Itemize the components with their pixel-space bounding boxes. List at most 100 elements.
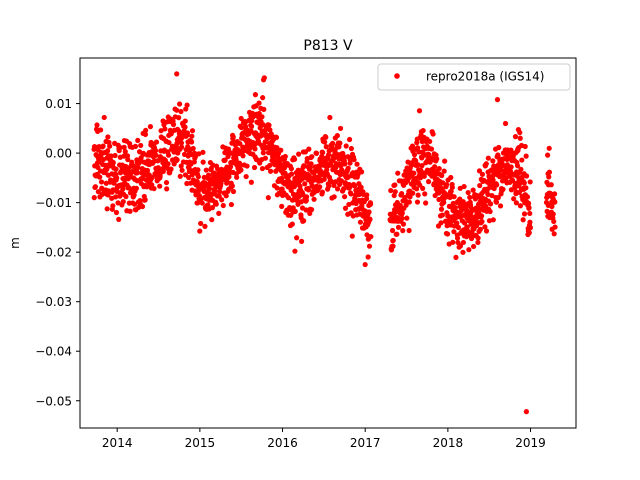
- data-point: [92, 184, 99, 190]
- data-point: [485, 155, 491, 161]
- data-point: [552, 199, 558, 205]
- data-point: [165, 152, 172, 158]
- data-point: [441, 199, 447, 206]
- data-point: [423, 200, 429, 206]
- data-point: [303, 207, 309, 213]
- data-point: [490, 177, 496, 183]
- data-point: [178, 140, 185, 146]
- data-point: [470, 187, 476, 193]
- data-point: [289, 171, 295, 177]
- data-point: [518, 166, 524, 172]
- data-point: [319, 189, 326, 195]
- data-point: [142, 197, 148, 203]
- data-point: [251, 164, 258, 171]
- data-point: [461, 220, 468, 226]
- data-point: [390, 237, 396, 244]
- data-point: [147, 124, 154, 130]
- data-point: [153, 139, 160, 145]
- data-point: [194, 178, 200, 185]
- data-point: [222, 157, 228, 163]
- data-point: [179, 144, 185, 150]
- data-point: [552, 224, 558, 230]
- data-point: [546, 145, 552, 151]
- data-point: [110, 159, 116, 166]
- data-point: [465, 189, 471, 196]
- data-point: [142, 131, 149, 138]
- data-point: [476, 168, 483, 174]
- data-point: [367, 216, 373, 222]
- data-point: [291, 156, 298, 162]
- data-point: [527, 179, 533, 185]
- data-point: [461, 183, 467, 190]
- data-point: [121, 144, 127, 150]
- data-point: [517, 129, 523, 136]
- data-point: [487, 208, 493, 215]
- data-point: [198, 220, 204, 227]
- data-point: [317, 184, 323, 190]
- data-point: [131, 201, 138, 207]
- data-point: [301, 163, 307, 169]
- data-point: [249, 118, 255, 124]
- data-point: [157, 173, 163, 179]
- data-point: [527, 219, 533, 225]
- data-point: [500, 186, 506, 192]
- data-point: [178, 108, 184, 115]
- x-tick-label: 2016: [267, 436, 298, 450]
- data-point: [256, 100, 262, 106]
- data-point: [434, 156, 440, 162]
- data-point: [471, 243, 477, 250]
- y-tick-label: −0.04: [35, 345, 72, 359]
- data-point: [218, 180, 224, 186]
- data-point: [418, 167, 424, 174]
- data-point: [466, 247, 472, 253]
- data-point: [101, 114, 107, 121]
- data-point: [302, 181, 308, 187]
- data-point: [288, 166, 295, 172]
- data-point: [467, 194, 473, 200]
- data-point: [513, 200, 519, 206]
- data-point: [238, 167, 244, 173]
- data-point: [485, 191, 491, 197]
- data-point: [112, 194, 119, 200]
- x-tick-label: 2018: [433, 436, 464, 450]
- data-point: [184, 130, 191, 136]
- data-point: [407, 194, 413, 200]
- data-point: [252, 146, 258, 152]
- y-tick-label: 0.01: [45, 97, 72, 111]
- data-point: [244, 163, 250, 169]
- data-point: [294, 235, 300, 241]
- data-point: [179, 167, 185, 173]
- y-tick-label: −0.03: [35, 295, 72, 309]
- data-point: [420, 185, 426, 192]
- data-point: [364, 192, 370, 198]
- data-point: [390, 243, 396, 249]
- data-point: [282, 153, 288, 160]
- data-point: [399, 191, 405, 197]
- data-point: [347, 184, 353, 190]
- data-point: [203, 167, 209, 173]
- data-point: [177, 173, 183, 179]
- data-point: [176, 115, 182, 121]
- data-point: [105, 192, 111, 198]
- data-point: [494, 182, 500, 188]
- data-point: [415, 145, 421, 151]
- data-point: [197, 228, 203, 234]
- data-point: [238, 115, 244, 122]
- y-axis: 0.01 0.00 −0.01 −0.02 −0.03 −0.04 −0.05: [35, 97, 80, 408]
- data-point: [416, 108, 423, 114]
- data-point: [252, 141, 258, 148]
- data-point: [248, 179, 254, 185]
- data-point: [419, 138, 425, 145]
- data-point: [311, 196, 317, 202]
- data-point: [220, 202, 226, 209]
- data-point: [238, 124, 244, 131]
- data-point: [309, 154, 315, 160]
- data-point: [260, 77, 267, 83]
- data-point: [430, 131, 436, 137]
- data-point: [267, 127, 273, 133]
- data-point: [174, 71, 180, 77]
- data-point: [479, 171, 486, 177]
- data-point: [330, 140, 336, 146]
- data-point: [112, 152, 118, 159]
- data-point: [523, 409, 530, 415]
